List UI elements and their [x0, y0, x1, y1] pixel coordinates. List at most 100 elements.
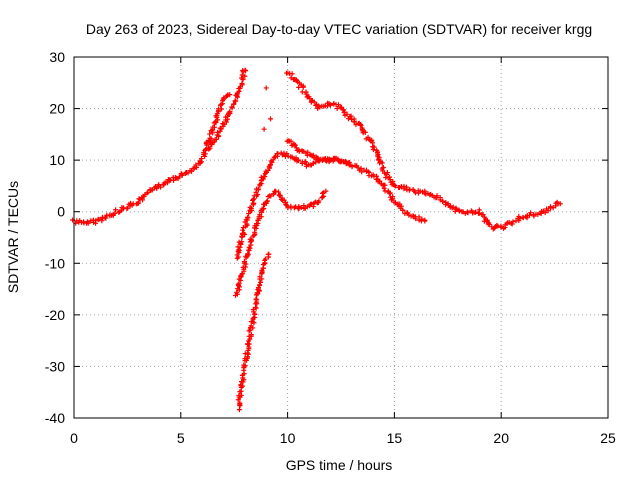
data-point: [550, 205, 556, 211]
data-point: [342, 159, 348, 165]
data-point: [234, 289, 240, 295]
data-point: [311, 99, 317, 105]
data-point: [484, 217, 490, 223]
data-point: [434, 193, 440, 199]
data-point: [246, 211, 252, 217]
data-point: [257, 274, 263, 280]
data-point: [542, 210, 548, 216]
data-point: [257, 282, 263, 288]
data-point: [232, 98, 238, 104]
data-point: [253, 296, 259, 302]
data-point: [207, 135, 213, 141]
data-point: [349, 164, 355, 170]
data-point: [246, 341, 252, 347]
data-point: [144, 190, 150, 196]
data-point: [557, 201, 563, 207]
data-point: [381, 185, 387, 191]
data-point: [136, 196, 142, 202]
data-point: [296, 84, 302, 90]
y-tick-label: -20: [45, 307, 65, 323]
data-point: [227, 109, 233, 115]
data-point: [215, 129, 221, 135]
data-point: [545, 208, 551, 214]
y-tick-label: 20: [49, 101, 65, 117]
series-steep-rise-to-peak: [205, 67, 249, 152]
data-point: [410, 213, 416, 219]
data-point: [176, 174, 182, 180]
data-point: [320, 190, 326, 196]
data-point: [358, 123, 364, 129]
data-point: [239, 80, 245, 86]
series-afternoon-decay: [284, 138, 428, 224]
data-point: [211, 139, 217, 145]
data-point: [237, 85, 243, 91]
data-point: [323, 188, 329, 194]
y-tick-label: -10: [45, 255, 65, 271]
data-point: [315, 155, 321, 161]
data-point: [334, 106, 340, 112]
data-point: [221, 96, 227, 102]
data-point: [260, 206, 266, 212]
data-point: [220, 121, 226, 127]
data-point: [280, 197, 286, 203]
data-point: [261, 173, 267, 179]
data-point: [199, 156, 205, 162]
data-point: [510, 219, 516, 225]
data-point: [239, 271, 245, 277]
data-point: [213, 136, 219, 142]
data-point: [259, 268, 265, 274]
x-tick-label: 20: [493, 430, 509, 446]
data-point: [216, 133, 222, 139]
data-point: [237, 389, 243, 395]
data-point: [179, 172, 185, 178]
data-point: [370, 147, 376, 153]
data-point: [255, 186, 261, 192]
data-point: [245, 214, 251, 220]
data-point: [345, 116, 351, 122]
data-point: [217, 125, 223, 131]
data-point: [193, 162, 199, 168]
data-point: [211, 124, 217, 130]
data-point: [246, 328, 252, 334]
series-mid-negative-branch: [232, 188, 329, 298]
data-point: [358, 165, 364, 171]
data-point: [391, 199, 397, 205]
data-point: [443, 202, 449, 208]
data-point: [254, 297, 260, 303]
data-point: [203, 147, 209, 153]
data-point: [235, 281, 241, 287]
data-point: [300, 84, 306, 90]
data-point: [206, 146, 212, 152]
data-point: [382, 182, 388, 188]
data-point: [346, 162, 352, 168]
data-point: [401, 186, 407, 192]
data-point: [248, 319, 254, 325]
series-main-diurnal-arc: [70, 92, 233, 226]
data-point: [113, 207, 119, 213]
data-point: [236, 392, 242, 398]
data-point: [268, 116, 274, 122]
data-point: [419, 216, 425, 222]
data-point: [417, 188, 423, 194]
data-point: [384, 170, 390, 176]
data-point: [310, 204, 316, 210]
data-point: [155, 183, 161, 189]
plot-frame: [73, 56, 609, 419]
data-point: [237, 400, 243, 406]
data-point: [379, 160, 385, 166]
series-upper-branch: [234, 150, 353, 261]
data-point: [286, 138, 292, 144]
data-layer: [70, 67, 563, 413]
data-point: [416, 217, 422, 223]
data-point: [465, 210, 471, 216]
data-point: [316, 198, 322, 204]
data-point: [145, 189, 151, 195]
data-point: [319, 190, 325, 196]
data-point: [387, 177, 393, 183]
data-point: [310, 160, 316, 166]
data-point: [262, 256, 268, 262]
y-tick-label: 0: [57, 204, 65, 220]
data-point: [96, 216, 102, 222]
